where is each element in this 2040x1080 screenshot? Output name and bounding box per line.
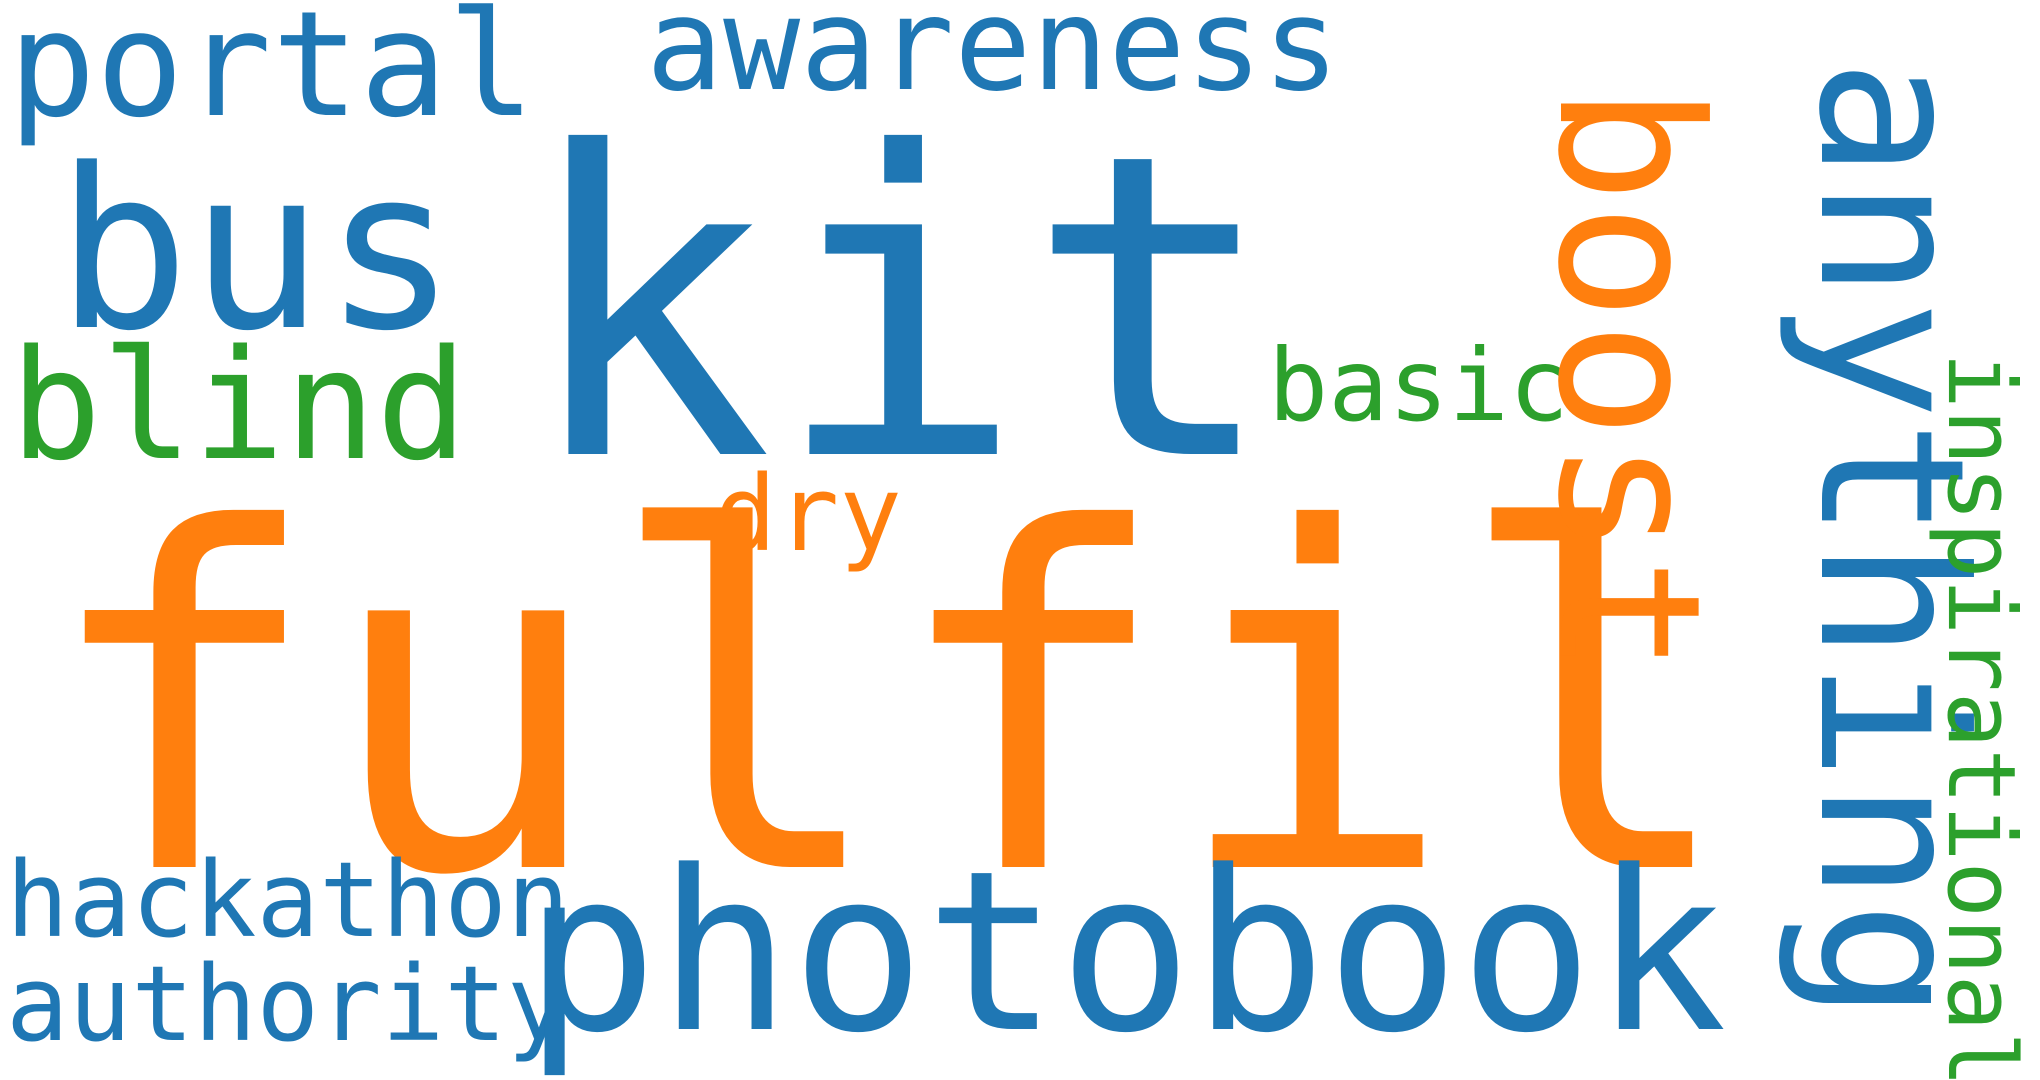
word-basic: basic xyxy=(1268,327,1570,444)
word-hackathon: hackathon xyxy=(6,839,570,961)
word-bus: bus xyxy=(56,122,457,380)
word-kit: kit xyxy=(520,65,1279,554)
word-photobook: photobook xyxy=(524,824,1727,1080)
word-blind: blind xyxy=(10,317,468,494)
word-inspirational: inspirational xyxy=(1926,352,2035,1080)
word-dry: dry xyxy=(714,453,902,575)
word-fulfil: fulfil xyxy=(40,431,1738,978)
word-authority: authority xyxy=(6,943,570,1065)
word-portal: portal xyxy=(8,0,536,150)
word-boost: boost xyxy=(1514,84,1742,676)
word-awareness: awareness xyxy=(646,0,1340,120)
